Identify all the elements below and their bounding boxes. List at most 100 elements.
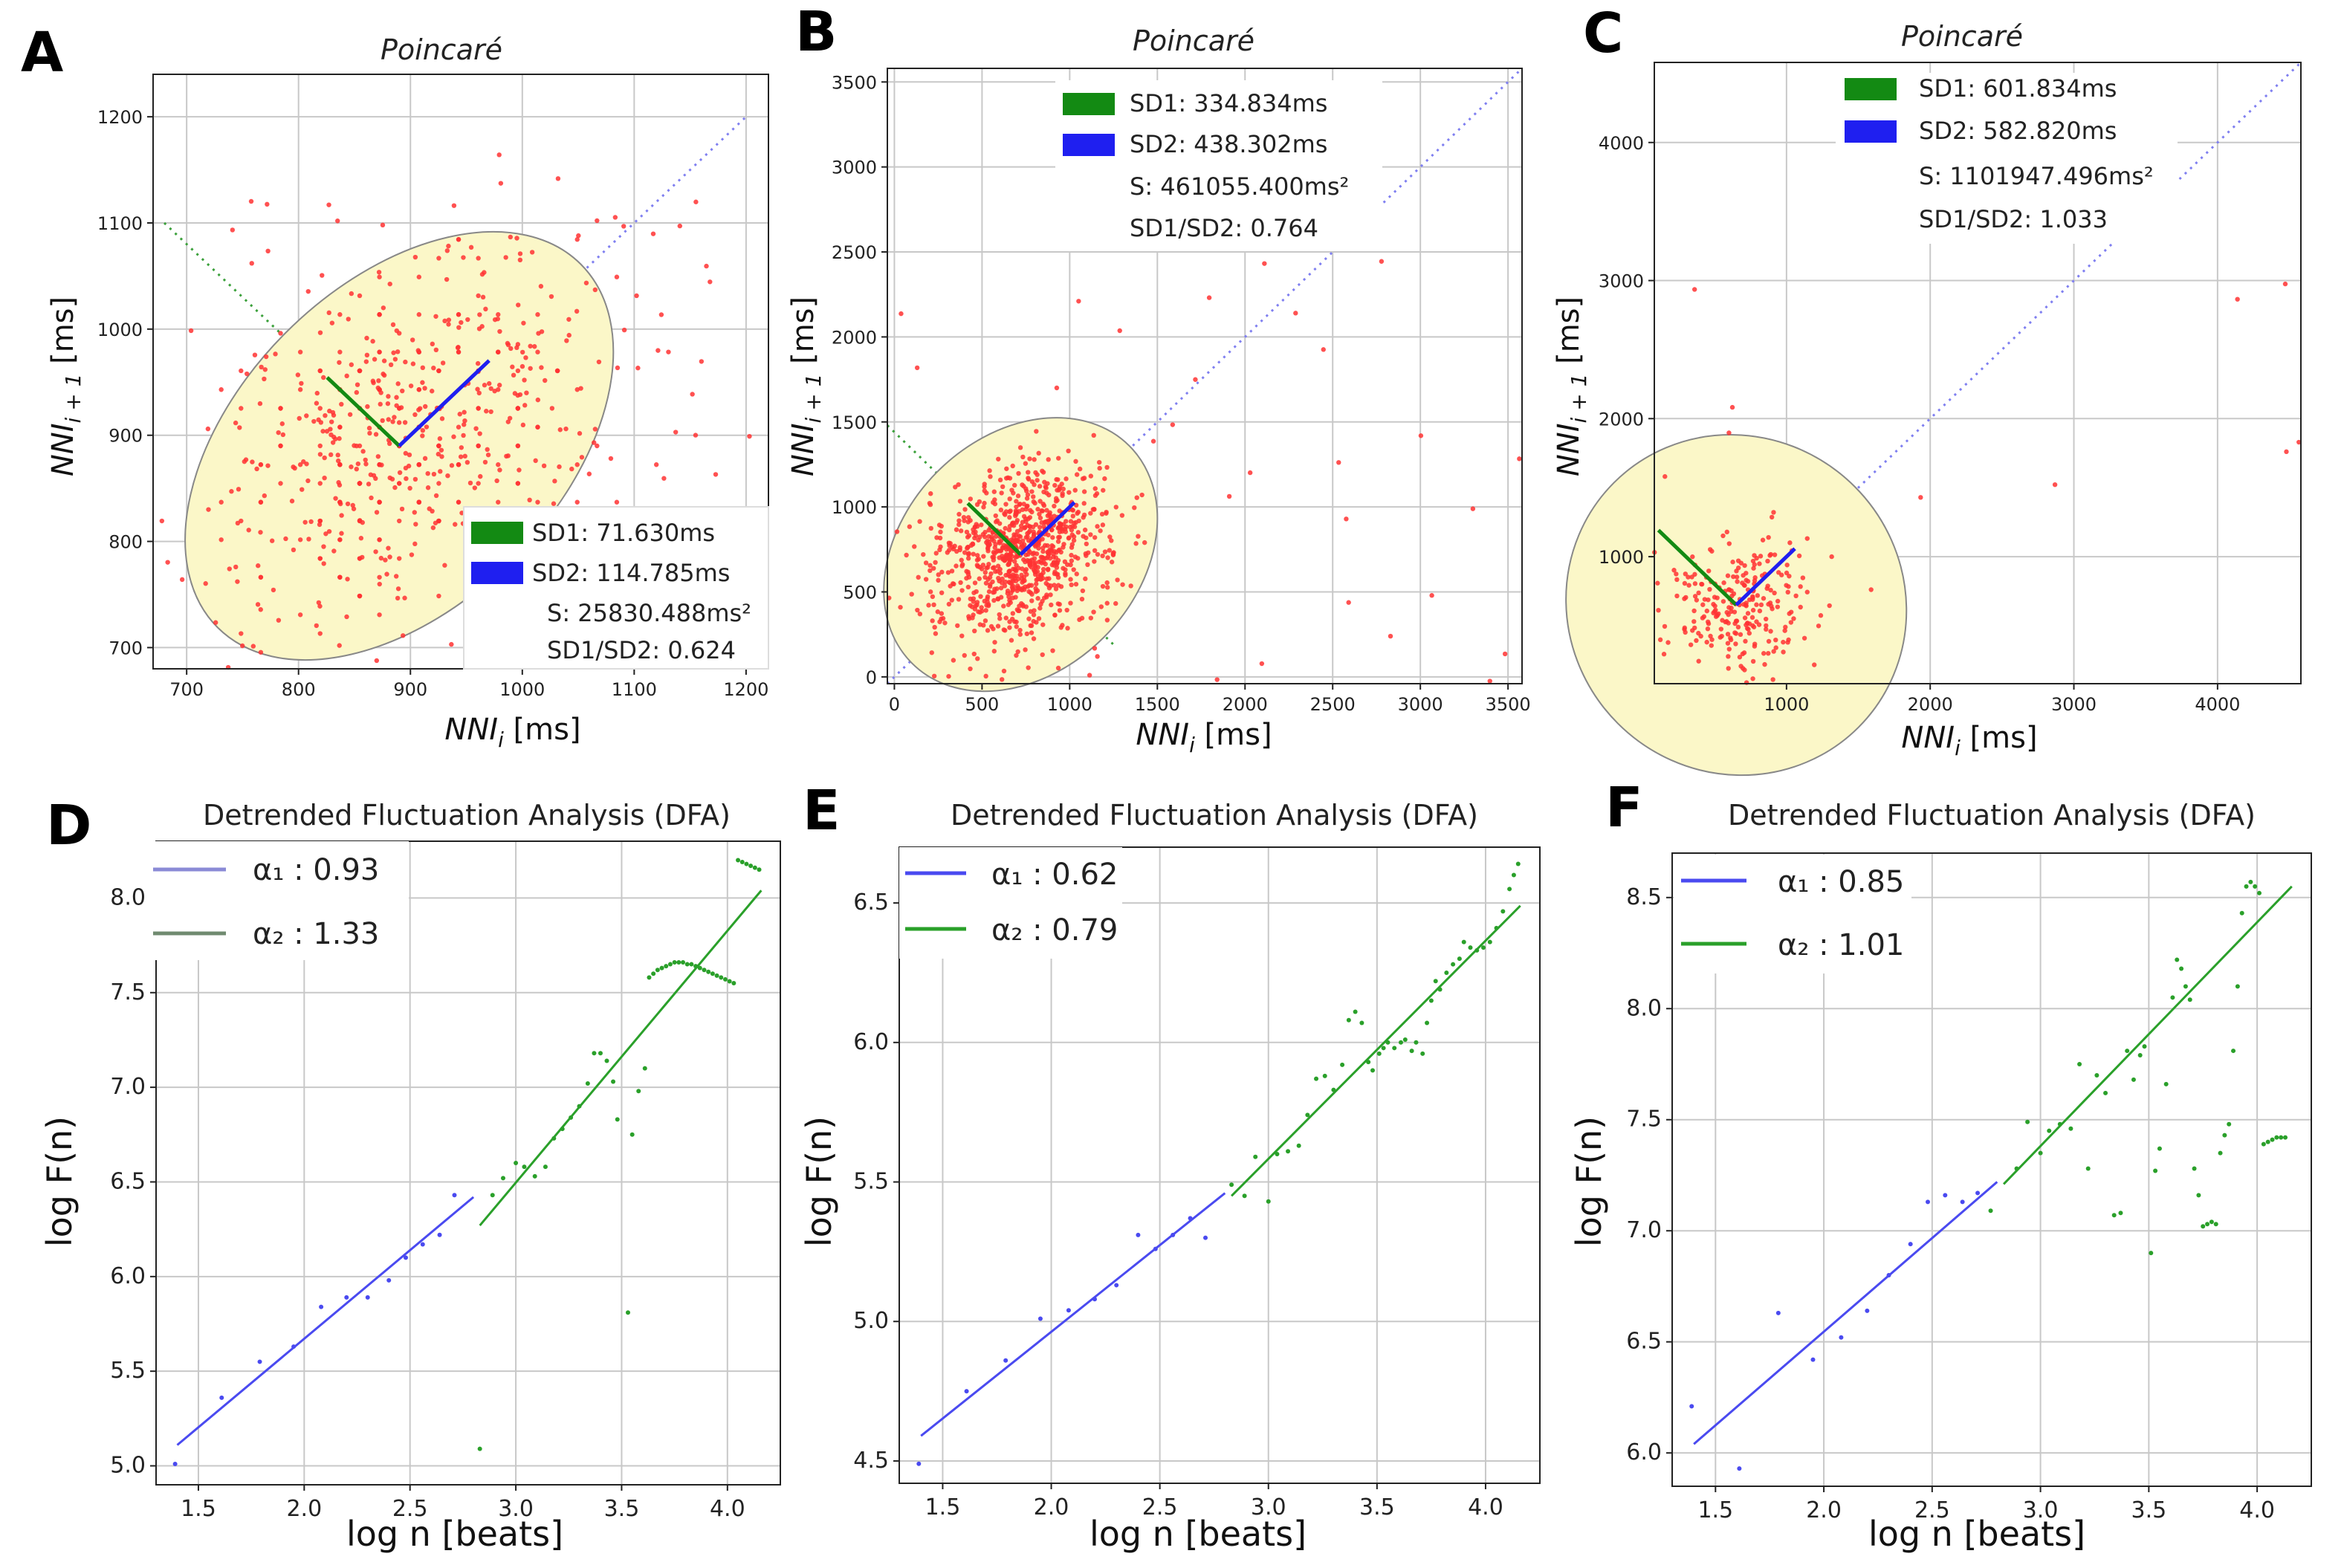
scatter-point	[476, 390, 482, 396]
scatter-point	[1045, 550, 1050, 555]
scatter-point	[424, 424, 430, 430]
scatter-point	[988, 623, 994, 629]
scatter-point	[987, 574, 993, 580]
scatter-point	[1055, 574, 1061, 580]
scatter-point	[974, 563, 980, 568]
scatter-point	[961, 514, 967, 520]
scatter-point	[462, 418, 467, 424]
legend-alpha2: α₂ : 1.33	[253, 917, 379, 951]
scatter-point	[986, 589, 992, 595]
dfa-point-short	[1908, 1242, 1913, 1247]
scatter-point	[1092, 535, 1098, 540]
scatter-point	[1073, 581, 1079, 587]
scatter-point	[337, 435, 342, 441]
scatter-point	[385, 401, 391, 406]
scatter-point	[987, 584, 993, 589]
dfa-point-long	[2111, 1213, 2117, 1218]
scatter-point	[476, 443, 481, 449]
scatter-point	[1101, 487, 1106, 493]
scatter-point	[979, 605, 984, 610]
y-axis-label: log F(n)	[1569, 1116, 1609, 1247]
scatter-point	[407, 452, 412, 458]
scatter-point	[907, 524, 913, 529]
scatter-point	[958, 580, 963, 586]
plot-frame	[155, 840, 781, 1486]
scatter-point	[492, 317, 498, 323]
scatter-point	[520, 422, 526, 428]
scatter-point	[747, 433, 752, 439]
dfa-point-short	[344, 1295, 349, 1300]
scatter-point	[992, 640, 997, 645]
scatter-point	[965, 571, 971, 577]
scatter-point	[566, 317, 572, 322]
fit-lines	[920, 904, 1521, 1437]
scatter-point	[999, 677, 1005, 682]
scatter-point	[1066, 490, 1072, 495]
scatter-point	[991, 489, 997, 494]
legend-sd2: SD2: 114.785ms	[532, 559, 730, 587]
scatter-point	[1029, 489, 1035, 494]
scatter-point	[990, 579, 995, 585]
scatter-point	[904, 552, 909, 558]
scatter-point	[1744, 571, 1749, 576]
scatter-point	[909, 592, 914, 597]
dfa-points	[1689, 879, 2288, 1471]
scatter-point	[1070, 514, 1075, 519]
scatter-point	[464, 459, 470, 465]
scatter-point	[1006, 580, 1012, 585]
scatter-point	[535, 397, 541, 403]
scatter-point	[1001, 542, 1006, 548]
scatter-point	[1733, 618, 1739, 623]
dfa-point-long	[2222, 1133, 2227, 1138]
scatter-point	[972, 580, 978, 586]
scatter-point	[423, 404, 428, 409]
scatter-point	[1033, 565, 1038, 570]
scatter-point	[425, 485, 431, 490]
scatter-point	[317, 481, 323, 486]
dfa-point-short	[1839, 1335, 1844, 1340]
scatter-point	[1052, 583, 1057, 588]
scatter-point	[337, 482, 343, 487]
legend: α₁ : 0.93 α₂ : 1.33	[149, 841, 409, 960]
scatter-point	[1007, 619, 1012, 624]
scatter-point	[1686, 583, 1691, 588]
scatter-point	[503, 255, 508, 260]
scatter-point	[977, 499, 982, 505]
scatter-point	[370, 378, 376, 383]
dfa-point-long	[2125, 1049, 2130, 1054]
dfa-plot-d: Detrended Fluctuation Analysis (DFA) 1.5…	[39, 799, 781, 1554]
dfa-point-short	[365, 1295, 370, 1300]
dfa-point-long	[2047, 1128, 2052, 1133]
dfa-point-long	[560, 1127, 565, 1132]
scatter-point	[1033, 470, 1038, 476]
scatter-point	[1056, 534, 1061, 540]
dfa-point-long	[702, 968, 707, 973]
scatter-point	[586, 471, 592, 476]
dfa-point-long	[522, 1164, 527, 1170]
scatter-point	[982, 488, 987, 493]
scatter-point	[1037, 511, 1042, 517]
scatter-point	[1754, 602, 1759, 607]
scatter-point	[983, 673, 988, 679]
scatter-point	[1696, 658, 1701, 664]
scatter-point	[983, 608, 988, 613]
scatter-point	[998, 508, 1004, 513]
dfa-point-long	[598, 1051, 603, 1056]
scatter-point	[1040, 470, 1046, 475]
scatter-point	[997, 612, 1002, 618]
scatter-point	[991, 549, 997, 555]
dfa-point-short	[1171, 1232, 1176, 1237]
scatter-point	[1003, 512, 1008, 517]
scatter-point	[949, 597, 954, 603]
scatter-point	[1028, 508, 1033, 513]
scatter-point	[1726, 666, 1731, 671]
scatter-point	[1691, 619, 1697, 624]
x-tick-label: 1.5	[1697, 1497, 1733, 1523]
dfa-point-long	[2137, 1053, 2143, 1058]
scatter-point	[1781, 649, 1786, 655]
x-tick-label: 1500	[1135, 694, 1180, 715]
scatter-point	[997, 616, 1003, 621]
dfa-point-long	[642, 1066, 647, 1071]
scatter-point	[541, 463, 547, 469]
scatter-point	[265, 248, 271, 254]
